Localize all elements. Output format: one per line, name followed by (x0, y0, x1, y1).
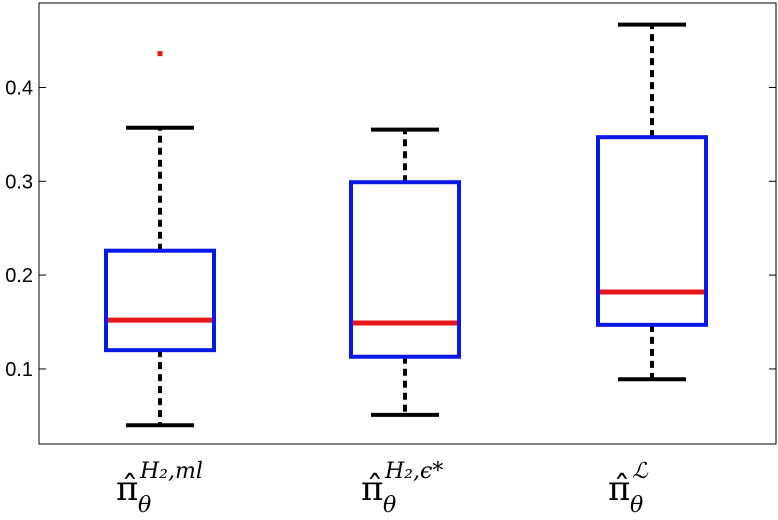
x-axis-labels: π̂ θH₂,ml π̂ θH₂,ϵ* π̂ θℒ (116, 459, 649, 518)
y-tick-label: 0.1 (5, 359, 33, 381)
x-category-label-1: π̂ θ H₂,ml (116, 459, 203, 518)
category-subscript: θ (383, 493, 396, 518)
category-superscript: H₂,ml (139, 459, 203, 484)
box-1 (104, 51, 216, 428)
category-subscript: θ (630, 493, 643, 518)
iqr-box (596, 135, 708, 327)
y-tick-label: 0.3 (5, 171, 33, 193)
x-category-label-3: π̂ θℒ (608, 459, 649, 518)
category-superscript: ℒ (632, 459, 649, 484)
iqr-box (104, 248, 216, 353)
box-3 (596, 22, 708, 382)
category-subscript: θ (138, 493, 151, 518)
outlier-point (157, 51, 163, 57)
category-symbol: π̂ (608, 469, 630, 509)
category-symbol: π̂ (361, 469, 383, 509)
category-symbol: π̂ (116, 469, 138, 509)
iqr-box (349, 180, 461, 359)
y-tick-label: 0.2 (5, 265, 33, 287)
category-superscript: H₂,ϵ* (384, 459, 443, 484)
x-category-label-2: π̂ θ H₂,ϵ* (361, 459, 443, 518)
y-tick-label: 0.4 (5, 77, 33, 99)
boxes-group (104, 22, 708, 428)
box-2 (349, 127, 461, 417)
y-axis: 0.1 0.2 0.3 0.4 (5, 77, 776, 381)
